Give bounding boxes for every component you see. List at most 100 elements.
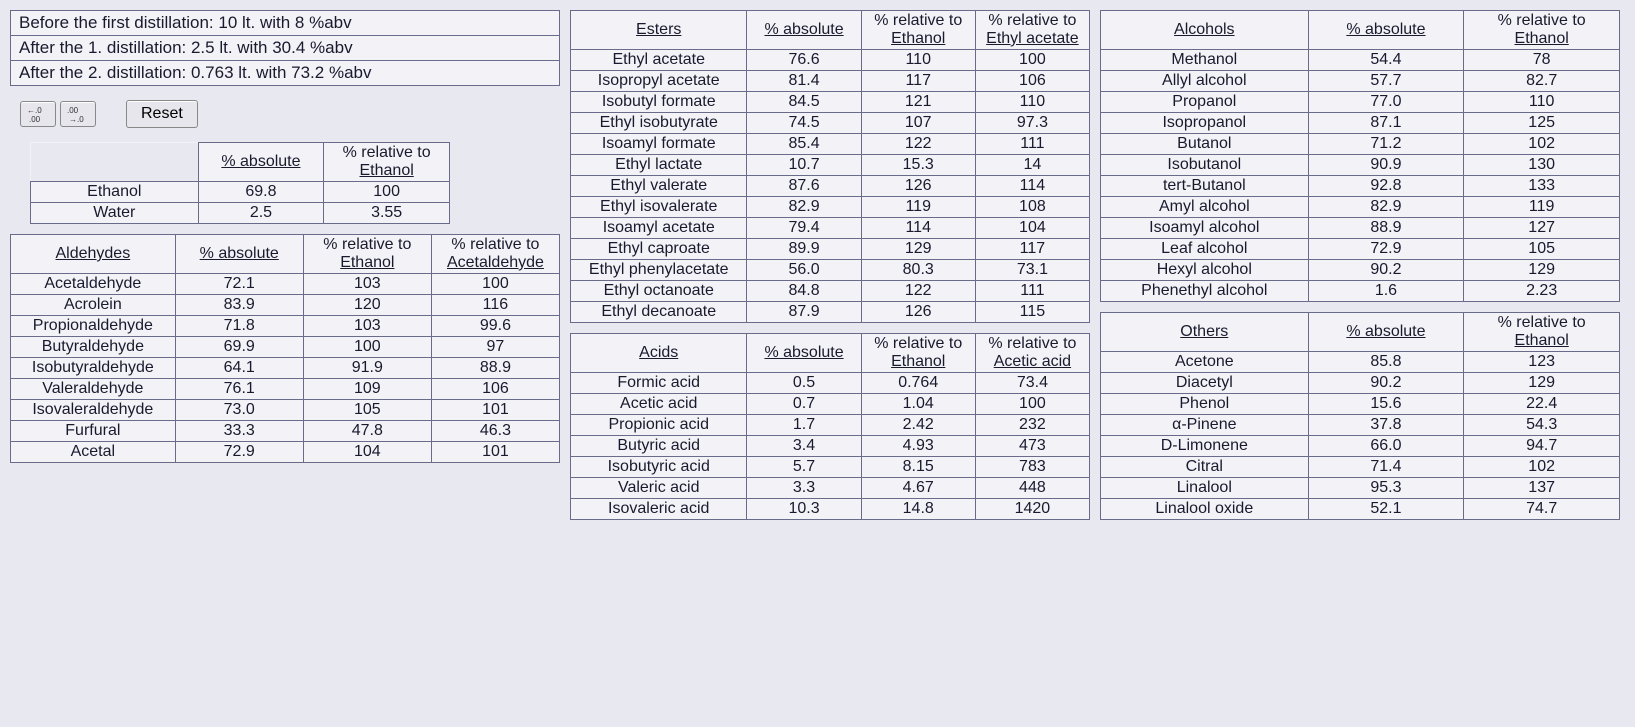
value-cell: 2.23 xyxy=(1464,281,1620,302)
value-cell: 119 xyxy=(1464,197,1620,218)
table-row: Acetal72.9104101 xyxy=(11,442,560,463)
col-aldehydes: Aldehydes xyxy=(11,235,176,274)
compound-name: Leaf alcohol xyxy=(1101,239,1309,260)
increase-decimal-button[interactable]: ←.0 .00 xyxy=(20,101,56,127)
col-rel-acetic-acid: % relative to Acetic acid xyxy=(975,334,1089,373)
value-cell: 101 xyxy=(431,442,559,463)
table-row: Isobutyric acid5.78.15783 xyxy=(571,457,1090,478)
table-row: Leaf alcohol72.9105 xyxy=(1101,239,1620,260)
value-cell: 89.9 xyxy=(747,239,861,260)
table-row: Ethyl isobutyrate74.510797.3 xyxy=(571,113,1090,134)
table-row: Isopropyl acetate81.4117106 xyxy=(571,71,1090,92)
compound-name: α-Pinene xyxy=(1101,415,1309,436)
value-cell: 111 xyxy=(975,134,1089,155)
value-cell: 85.8 xyxy=(1308,352,1464,373)
table-row: Ethyl lactate10.715.314 xyxy=(571,155,1090,176)
compound-name: Isobutanol xyxy=(1101,155,1309,176)
value-cell: 232 xyxy=(975,415,1089,436)
col-rel-acetaldehyde: % relative to Acetaldehyde xyxy=(431,235,559,274)
value-cell: 1.7 xyxy=(747,415,861,436)
value-cell: 104 xyxy=(303,442,431,463)
compound-name: Acetaldehyde xyxy=(11,274,176,295)
table-row: D-Limonene66.094.7 xyxy=(1101,436,1620,457)
value-cell: 0.7 xyxy=(747,394,861,415)
compound-name: Propionaldehyde xyxy=(11,316,176,337)
compound-name: Ethyl valerate xyxy=(571,176,747,197)
value-cell: 110 xyxy=(861,50,975,71)
col-absolute: % absolute xyxy=(1308,11,1464,50)
value-cell: 100 xyxy=(975,394,1089,415)
table-row: Methanol54.478 xyxy=(1101,50,1620,71)
table-row: Valeric acid3.34.67448 xyxy=(571,478,1090,499)
decrease-decimal-button[interactable]: .00 →.0 xyxy=(60,101,96,127)
value-cell: 97.3 xyxy=(975,113,1089,134)
value-cell: 64.1 xyxy=(175,358,303,379)
table-row: Ethyl phenylacetate56.080.373.1 xyxy=(571,260,1090,281)
value-cell: 116 xyxy=(431,295,559,316)
value-cell: 82.7 xyxy=(1464,71,1620,92)
value-cell: 54.4 xyxy=(1308,50,1464,71)
value-cell: 1420 xyxy=(975,499,1089,520)
value-cell: 127 xyxy=(1464,218,1620,239)
value-cell: 8.15 xyxy=(861,457,975,478)
value-cell: 448 xyxy=(975,478,1089,499)
reset-button[interactable]: Reset xyxy=(126,100,198,128)
col-rel-ethyl-acetate: % relative to Ethyl acetate xyxy=(975,11,1089,50)
table-row: Valeraldehyde76.1109106 xyxy=(11,379,560,400)
col-others: Others xyxy=(1101,313,1309,352)
value-cell: 121 xyxy=(861,92,975,113)
value-cell: 119 xyxy=(861,197,975,218)
table-row: Phenethyl alcohol1.62.23 xyxy=(1101,281,1620,302)
value-cell: 73.0 xyxy=(175,400,303,421)
value-cell: 47.8 xyxy=(303,421,431,442)
col-rel-ethanol: % relative to Ethanol xyxy=(861,11,975,50)
value-cell: 88.9 xyxy=(431,358,559,379)
col-absolute: % absolute xyxy=(1308,313,1464,352)
compound-name: Hexyl alcohol xyxy=(1101,260,1309,281)
increase-decimal-icon: ←.0 .00 xyxy=(27,105,49,123)
value-cell: 74.5 xyxy=(747,113,861,134)
compound-name: Allyl alcohol xyxy=(1101,71,1309,92)
blank-cell xyxy=(31,143,199,182)
compound-name: Isoamyl alcohol xyxy=(1101,218,1309,239)
table-row: α-Pinene37.854.3 xyxy=(1101,415,1620,436)
table-row: Isoamyl alcohol88.9127 xyxy=(1101,218,1620,239)
value-cell: 0.764 xyxy=(861,373,975,394)
table-row: Isobutyraldehyde64.191.988.9 xyxy=(11,358,560,379)
value-cell: 82.9 xyxy=(1308,197,1464,218)
table-row: Acetaldehyde72.1103100 xyxy=(11,274,560,295)
table-row: Ethyl valerate87.6126114 xyxy=(571,176,1090,197)
value-cell: 4.67 xyxy=(861,478,975,499)
value-cell: 56.0 xyxy=(747,260,861,281)
value-cell: 85.4 xyxy=(747,134,861,155)
table-row: Ethyl octanoate84.8122111 xyxy=(571,281,1090,302)
value-cell: 71.8 xyxy=(175,316,303,337)
compound-name: Propanol xyxy=(1101,92,1309,113)
table-row: Isovaleraldehyde73.0105101 xyxy=(11,400,560,421)
compound-name: Linalool oxide xyxy=(1101,499,1309,520)
value-cell: 37.8 xyxy=(1308,415,1464,436)
value-cell: 100 xyxy=(975,50,1089,71)
value-cell: 84.8 xyxy=(747,281,861,302)
base-table: % absolute % relative to Ethanol Ethanol… xyxy=(30,142,450,224)
compound-name: Ethyl acetate xyxy=(571,50,747,71)
value-cell: 102 xyxy=(1464,457,1620,478)
value-cell: 57.7 xyxy=(1308,71,1464,92)
value-cell: 2.5 xyxy=(198,203,324,224)
table-row: Isoamyl formate85.4122111 xyxy=(571,134,1090,155)
info-line-3: After the 2. distillation: 0.763 lt. wit… xyxy=(11,61,559,85)
col-absolute: % absolute xyxy=(175,235,303,274)
value-cell: 33.3 xyxy=(175,421,303,442)
svg-text:.00: .00 xyxy=(67,106,79,115)
compound-name: Isovaleraldehyde xyxy=(11,400,176,421)
value-cell: 66.0 xyxy=(1308,436,1464,457)
col-acids: Acids xyxy=(571,334,747,373)
compound-name: Isoamyl formate xyxy=(571,134,747,155)
value-cell: 3.3 xyxy=(747,478,861,499)
value-cell: 15.3 xyxy=(861,155,975,176)
compound-name: Isobutyric acid xyxy=(571,457,747,478)
col-rel-ethanol: % relative to Ethanol xyxy=(1464,11,1620,50)
table-row: Acetone85.8123 xyxy=(1101,352,1620,373)
value-cell: 105 xyxy=(303,400,431,421)
value-cell: 14.8 xyxy=(861,499,975,520)
